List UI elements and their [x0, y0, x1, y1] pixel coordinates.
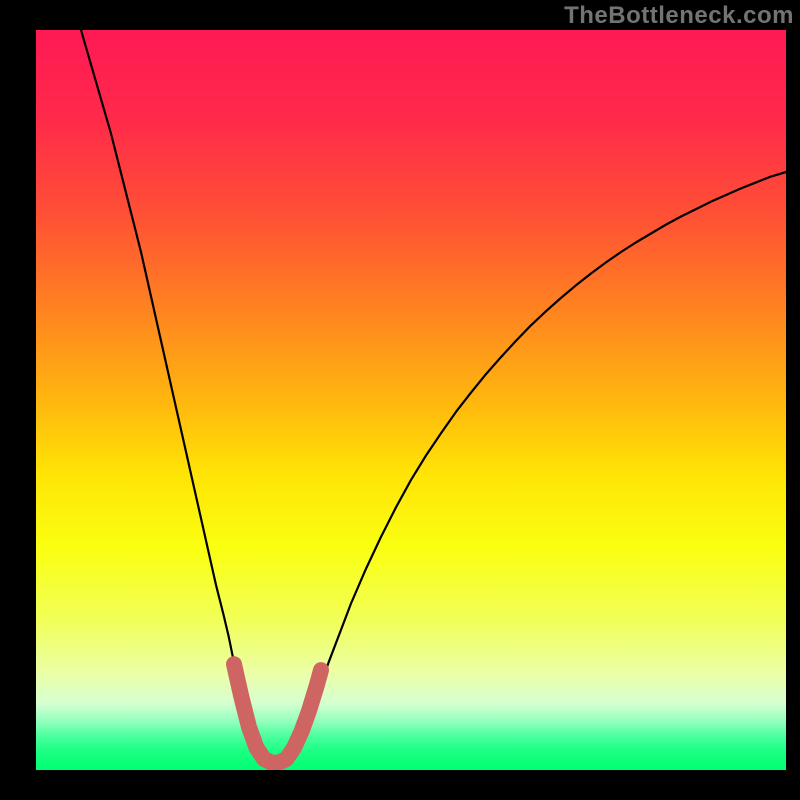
- chart-svg: [36, 30, 786, 770]
- chart-plot-area: [36, 30, 786, 770]
- chart-frame: TheBottleneck.com: [0, 0, 800, 800]
- chart-background: [36, 30, 786, 770]
- watermark-text: TheBottleneck.com: [564, 2, 794, 30]
